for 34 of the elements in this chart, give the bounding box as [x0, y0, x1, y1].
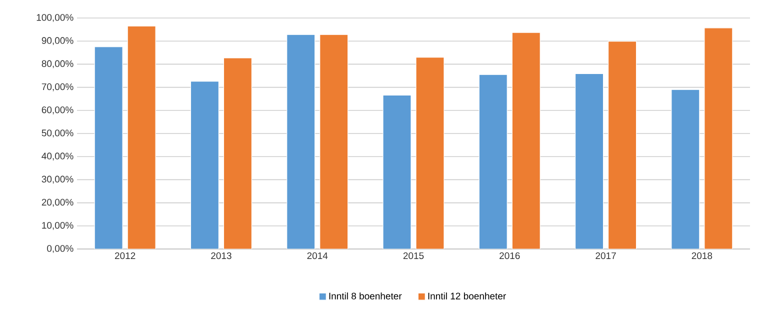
- bar: [190, 80, 220, 249]
- y-tick-label: 90,00%: [42, 37, 74, 46]
- bar: [320, 34, 348, 249]
- bar: [512, 32, 540, 249]
- y-tick-label: 40,00%: [42, 152, 74, 161]
- y-tick-label: 20,00%: [42, 198, 74, 207]
- bar: [478, 74, 508, 249]
- legend-label: Inntil 8 boenheter: [329, 292, 402, 300]
- y-tick-label: 0,00%: [47, 245, 74, 253]
- x-tick-label: 2014: [307, 252, 328, 260]
- bar: [416, 56, 444, 249]
- bar: [382, 94, 412, 249]
- bar: [704, 28, 733, 249]
- bar: [574, 73, 604, 249]
- x-tick-label: 2013: [211, 252, 232, 260]
- x-tick-label: 2015: [403, 252, 424, 260]
- y-tick-label: 30,00%: [42, 176, 74, 184]
- bar: [223, 58, 252, 249]
- bar: [286, 34, 316, 249]
- y-tick-label: 80,00%: [42, 60, 74, 68]
- x-tick-label: 2016: [500, 252, 520, 260]
- bar: [608, 41, 637, 249]
- y-tick-label: 10,00%: [42, 222, 74, 230]
- bar: [94, 46, 123, 249]
- y-tick-label: 60,00%: [42, 106, 74, 114]
- y-tick-label: 70,00%: [42, 83, 74, 92]
- y-tick-label: 50,00%: [42, 130, 74, 138]
- bar: [127, 26, 156, 249]
- x-tick-label: 2018: [692, 252, 712, 260]
- x-tick-label: 2012: [114, 252, 136, 260]
- x-tick-label: 2017: [596, 252, 616, 260]
- legend-label: Inntil 12 boenheter: [428, 292, 506, 300]
- bar: [671, 89, 700, 249]
- y-tick-label: 100,00%: [36, 14, 74, 22]
